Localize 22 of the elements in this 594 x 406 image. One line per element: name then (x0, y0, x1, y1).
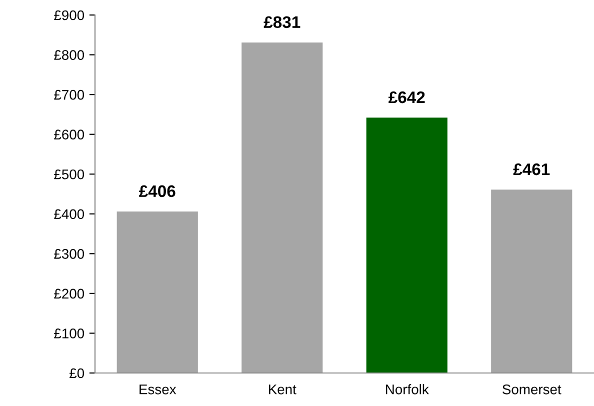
y-tick-label: £300 (54, 249, 84, 259)
data-label: £831 (264, 16, 300, 28)
x-tick-label: Norfolk (386, 384, 429, 394)
x-tick-label: Essex (140, 384, 176, 394)
data-label: £642 (388, 91, 425, 104)
y-tick-label: £900 (54, 10, 84, 20)
data-label: £461 (513, 163, 550, 176)
bar (366, 118, 448, 373)
y-tick-label: £0 (70, 368, 84, 378)
data-label: £406 (139, 185, 176, 198)
y-tick-label: £400 (54, 209, 84, 220)
y-tick-label: £800 (54, 50, 84, 60)
y-tick-label: £200 (54, 288, 84, 299)
y-tick-label: £600 (54, 130, 84, 140)
y-tick-label: £500 (54, 169, 84, 180)
y-tick-label: £100 (54, 328, 84, 338)
y-tick-label: £700 (54, 90, 84, 100)
bar (242, 42, 323, 373)
bar (491, 190, 572, 373)
x-tick-label: Kent (268, 384, 296, 394)
bar (116, 212, 198, 373)
x-tick-label: Somerset (502, 384, 562, 394)
